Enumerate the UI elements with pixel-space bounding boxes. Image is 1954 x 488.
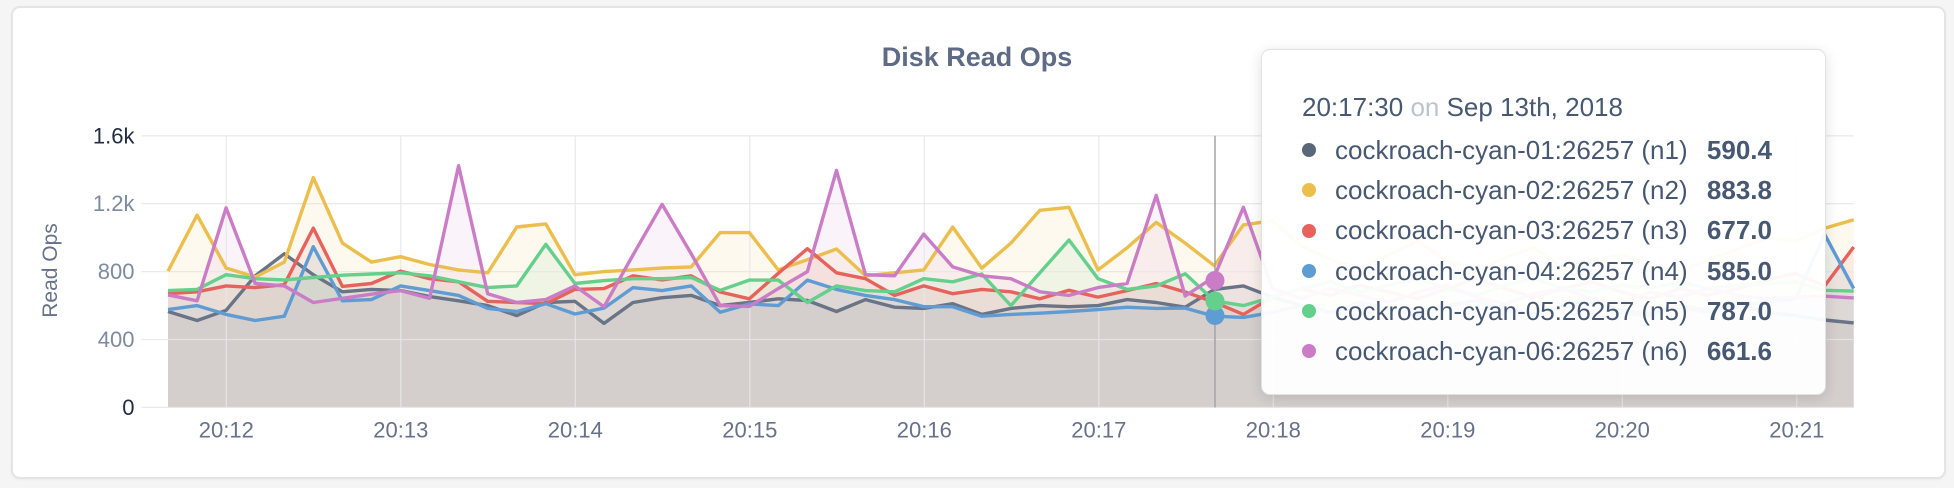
svg-text:0: 0 (122, 395, 134, 420)
svg-text:20:18: 20:18 (1246, 418, 1301, 443)
svg-text:20:21: 20:21 (1769, 418, 1824, 443)
svg-text:20:16: 20:16 (897, 418, 952, 443)
svg-text:20:20: 20:20 (1595, 418, 1650, 443)
svg-text:400: 400 (98, 327, 135, 352)
svg-text:800: 800 (98, 259, 135, 284)
svg-text:1.6k: 1.6k (93, 123, 136, 148)
svg-text:1.2k: 1.2k (93, 191, 136, 216)
svg-text:20:15: 20:15 (722, 418, 777, 443)
svg-text:Read Ops: Read Ops (39, 223, 62, 318)
svg-text:20:12: 20:12 (199, 418, 254, 443)
svg-text:20:13: 20:13 (373, 418, 428, 443)
svg-text:20:14: 20:14 (548, 418, 603, 443)
svg-text:20:17: 20:17 (1071, 418, 1126, 443)
svg-text:20:19: 20:19 (1420, 418, 1475, 443)
